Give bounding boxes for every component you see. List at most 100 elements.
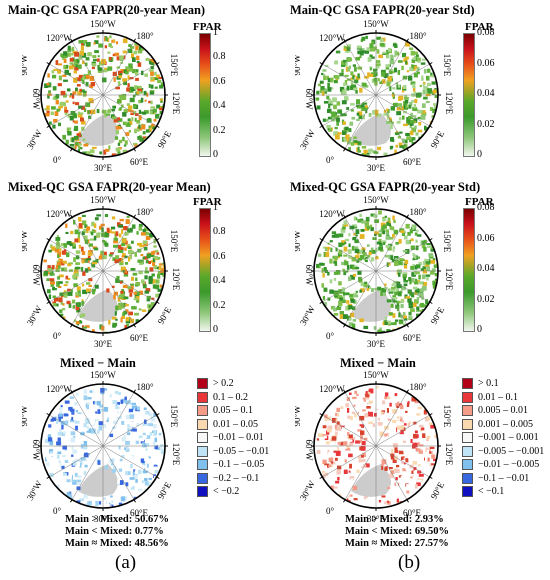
- land-pixel: [65, 100, 69, 103]
- land-pixel: [72, 120, 75, 123]
- land-pixel: [151, 279, 156, 284]
- land-pixel: [395, 403, 399, 407]
- land-pixel: [333, 450, 337, 453]
- land-pixel: [58, 248, 62, 251]
- land-pixel: [69, 116, 74, 121]
- polar-map: 150°W180°120°W150°E90°W120°E60°W90°E30°W…: [295, 195, 454, 349]
- meridian-line: [375, 392, 408, 447]
- land-pixel: [386, 329, 391, 333]
- land-pixel: [47, 82, 52, 88]
- land-pixel: [415, 51, 418, 55]
- land-pixel: [47, 289, 51, 294]
- land-pixel: [430, 72, 434, 77]
- land-pixel: [75, 465, 78, 469]
- land-pixel: [142, 442, 145, 448]
- land-pixel: [319, 80, 324, 84]
- land-pixel: [77, 113, 83, 118]
- land-pixel: [425, 259, 431, 264]
- land-pixel: [134, 487, 138, 490]
- tick-mark: [406, 214, 409, 218]
- land-pixel: [341, 240, 346, 245]
- land-pixel: [394, 149, 397, 154]
- land-pixel: [386, 262, 389, 267]
- land-pixel: [141, 480, 145, 484]
- land-pixel: [335, 134, 340, 140]
- land-pixel: [347, 415, 351, 419]
- land-pixel: [406, 70, 410, 73]
- land-pixel: [336, 307, 342, 311]
- land-pixel: [339, 441, 345, 446]
- land-pixel: [431, 463, 435, 466]
- land-pixel: [148, 446, 152, 452]
- land-pixel: [344, 261, 349, 266]
- land-pixel: [331, 116, 336, 122]
- longitude-label: 60°W: [304, 439, 314, 461]
- land-pixel: [69, 95, 72, 98]
- land-pixel: [370, 247, 374, 250]
- longitude-label: 60°E: [403, 157, 422, 167]
- land-pixel: [62, 74, 67, 77]
- land-pixel: [397, 291, 402, 297]
- longitude-label: 180°: [409, 382, 427, 392]
- land-pixel: [46, 278, 50, 281]
- land-pixel: [403, 262, 407, 266]
- land-pixel: [57, 83, 62, 87]
- land-pixel: [126, 215, 130, 218]
- land-pixel: [145, 129, 150, 133]
- land-pixel: [67, 263, 72, 267]
- land-pixel: [52, 466, 56, 471]
- tick-mark: [46, 413, 50, 416]
- land-pixel: [135, 77, 139, 81]
- land-pixel: [118, 408, 121, 411]
- longitude-label: 120°E: [171, 443, 181, 466]
- land-pixel: [378, 246, 383, 251]
- land-pixel: [132, 110, 137, 115]
- land-pixel: [122, 149, 128, 153]
- tick-mark: [429, 62, 433, 65]
- land-pixel: [426, 243, 431, 246]
- land-pixel: [64, 413, 69, 417]
- land-pixel: [394, 450, 399, 453]
- legend-item: −0.005 – −0.001: [462, 446, 544, 457]
- land-pixel: [146, 118, 152, 123]
- land-pixel: [346, 300, 350, 304]
- land-pixel: [61, 307, 66, 311]
- land-pixel: [428, 253, 434, 258]
- meridian-line: [344, 270, 377, 325]
- land-pixel: [424, 89, 428, 94]
- land-pixel: [130, 283, 135, 286]
- land-pixel: [359, 234, 365, 239]
- land-pixel: [81, 251, 86, 255]
- land-pixel: [150, 260, 153, 263]
- land-pixel: [343, 270, 347, 276]
- meridian-line: [375, 445, 430, 478]
- caption-b: (b): [398, 552, 421, 573]
- land-pixel: [58, 258, 61, 262]
- land-pixel: [377, 422, 383, 426]
- land-pixel: [381, 465, 384, 470]
- land-pixel: [369, 286, 372, 289]
- land-pixel: [416, 306, 420, 312]
- land-pixel: [400, 404, 404, 410]
- legend-item: 0.01 – 0.1: [462, 392, 518, 403]
- land-pixel: [64, 267, 68, 272]
- land-pixel: [348, 147, 351, 151]
- land-pixel: [354, 405, 357, 409]
- land-pixel: [142, 111, 147, 115]
- colorbar-tick: 0.04: [477, 88, 495, 99]
- land-pixel: [137, 88, 142, 93]
- meridian-line: [102, 217, 135, 272]
- land-pixel: [388, 323, 391, 326]
- land-pixel: [320, 86, 325, 90]
- land-pixel: [78, 223, 83, 228]
- land-pixel: [125, 71, 129, 75]
- land-pixel: [390, 106, 395, 111]
- land-pixel: [416, 234, 422, 237]
- land-pixel: [120, 69, 126, 73]
- land-pixel: [115, 305, 119, 311]
- land-pixel: [88, 284, 92, 287]
- land-pixel: [415, 439, 418, 444]
- land-pixel: [119, 55, 124, 61]
- land-pixel: [407, 120, 412, 124]
- land-pixel: [421, 77, 424, 81]
